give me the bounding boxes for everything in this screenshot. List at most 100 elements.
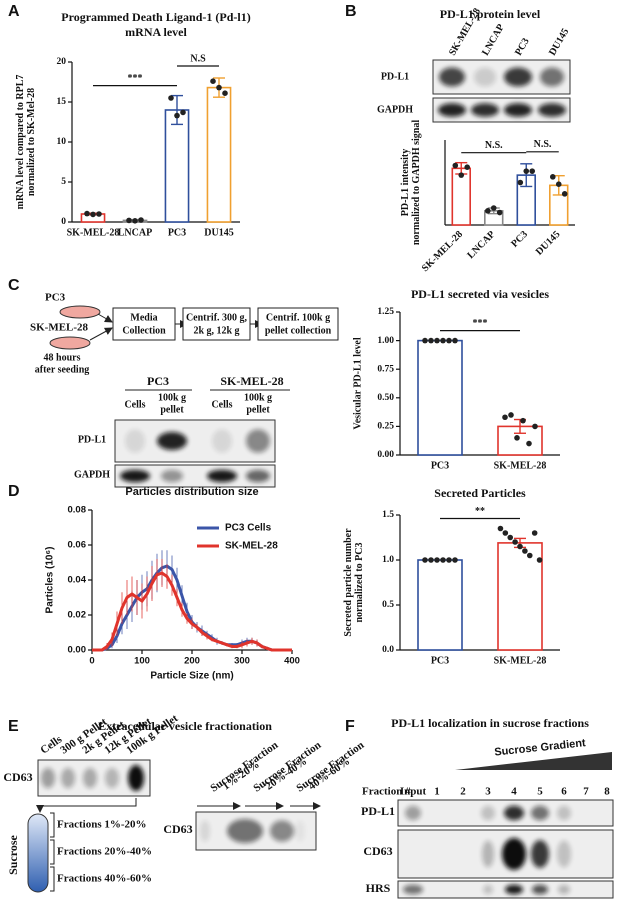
data-point [496, 209, 503, 216]
data-point [497, 525, 504, 532]
blot-band [270, 820, 294, 842]
y-tick-label: 0 [61, 217, 66, 227]
data-point [210, 78, 216, 84]
y-tick-label: 0.75 [377, 364, 394, 374]
y-axis-label: Vesicular PD-L1 level [352, 337, 363, 429]
y-axis-label: mRNA level compared to RPL7 [15, 75, 26, 210]
x-tick-label: SK-MEL-28 [494, 655, 547, 666]
y-tick-label: 0.25 [377, 422, 394, 432]
data-point [422, 337, 428, 344]
blot-band [557, 805, 571, 821]
blot-gapdh [114, 464, 276, 488]
y-tick-label: 0.08 [68, 505, 87, 516]
step-label: Collection [122, 325, 166, 336]
data-point [440, 557, 446, 563]
lane-label: Cells [211, 399, 232, 410]
blot-band [161, 469, 183, 483]
panel-letter: D [8, 483, 20, 500]
blot-band [438, 103, 466, 117]
arrow [89, 327, 113, 341]
data-point [132, 218, 138, 224]
blot-band [483, 884, 493, 895]
blot-band [474, 67, 496, 87]
data-point [464, 164, 471, 170]
blot-band [505, 884, 523, 895]
y-tick-label: 0.02 [68, 610, 87, 621]
y-tick-label: 0.0 [382, 645, 394, 655]
bar [497, 542, 543, 651]
lane-label: pellet [246, 404, 270, 415]
y-tick-label: 15 [57, 97, 67, 107]
data-point [138, 217, 144, 223]
blot-band [558, 884, 570, 895]
data-point [517, 179, 524, 186]
significance-label: N.S [190, 53, 206, 64]
gradient-label: Sucrose Gradient [494, 737, 587, 759]
data-point [536, 557, 543, 563]
lane-label: Cells [124, 399, 145, 410]
data-point [90, 211, 96, 218]
lane-label: 8 [604, 786, 610, 798]
blot-band [504, 103, 532, 117]
data-point [126, 217, 132, 224]
blot-band [439, 67, 465, 87]
blot-band [41, 767, 55, 789]
row-label: CD63 [363, 844, 392, 858]
chart-title: Programmed Death Ligand-1 (Pd-l1) [61, 10, 250, 24]
data-point [446, 557, 452, 563]
panel-letter: E [8, 718, 19, 735]
panel-title: Extracellular vesicle fractionation [98, 719, 272, 733]
blot-band [504, 67, 532, 87]
data-point [502, 414, 508, 421]
bar [206, 86, 232, 223]
y-tick-label: 0.50 [377, 393, 394, 403]
step-label: Centrif. 300 g, [186, 312, 248, 323]
data-point [502, 530, 509, 536]
fraction-label: Fractions 1%-20% [57, 819, 147, 831]
bracket [50, 812, 55, 838]
significance-label: N.S. [485, 140, 503, 151]
data-point [222, 90, 228, 96]
lane-label: Input [400, 786, 427, 798]
blot-band [557, 840, 571, 868]
data-point [523, 168, 530, 174]
lane-label: 5 [537, 786, 543, 798]
x-tick-label: DU145 [204, 227, 233, 238]
x-tick-label: 100 [134, 656, 150, 667]
bracket [50, 839, 55, 865]
panel-letter: F [345, 718, 355, 735]
y-tick-label: 0.04 [68, 575, 87, 586]
y-axis-label: normalized to GAPDH signal [411, 120, 422, 245]
y-tick-label: 1.00 [377, 336, 394, 346]
data-point [440, 337, 446, 344]
lane-label: 3 [485, 786, 491, 798]
blot-band [481, 805, 495, 821]
y-tick-label: 1.25 [377, 307, 394, 317]
bracket [50, 866, 55, 892]
note: after seeding [35, 364, 90, 375]
data-point [452, 557, 458, 563]
significance-label: *** [473, 318, 488, 329]
lane-header: Fraction # [362, 786, 411, 798]
row-label: GAPDH [74, 469, 110, 480]
blot-band [538, 103, 566, 117]
lane-label: 100k g [158, 392, 186, 403]
dish [59, 305, 101, 319]
data-point [555, 181, 562, 187]
blot-band [120, 469, 150, 483]
row-label: PD-L1 [361, 804, 395, 818]
group-label: PC3 [147, 374, 169, 388]
row-label: HRS [366, 881, 391, 895]
step-label: Media [130, 312, 157, 323]
y-tick-label: 1.0 [382, 555, 394, 565]
x-tick-label: DU145 [534, 229, 563, 258]
blot-band [105, 767, 119, 789]
data-point [84, 210, 90, 217]
note: 48 hours [44, 352, 81, 363]
lane-label: 7 [583, 786, 589, 798]
bar [417, 559, 463, 651]
step-box [257, 307, 339, 341]
data-point [520, 417, 526, 424]
data-point [216, 84, 222, 91]
